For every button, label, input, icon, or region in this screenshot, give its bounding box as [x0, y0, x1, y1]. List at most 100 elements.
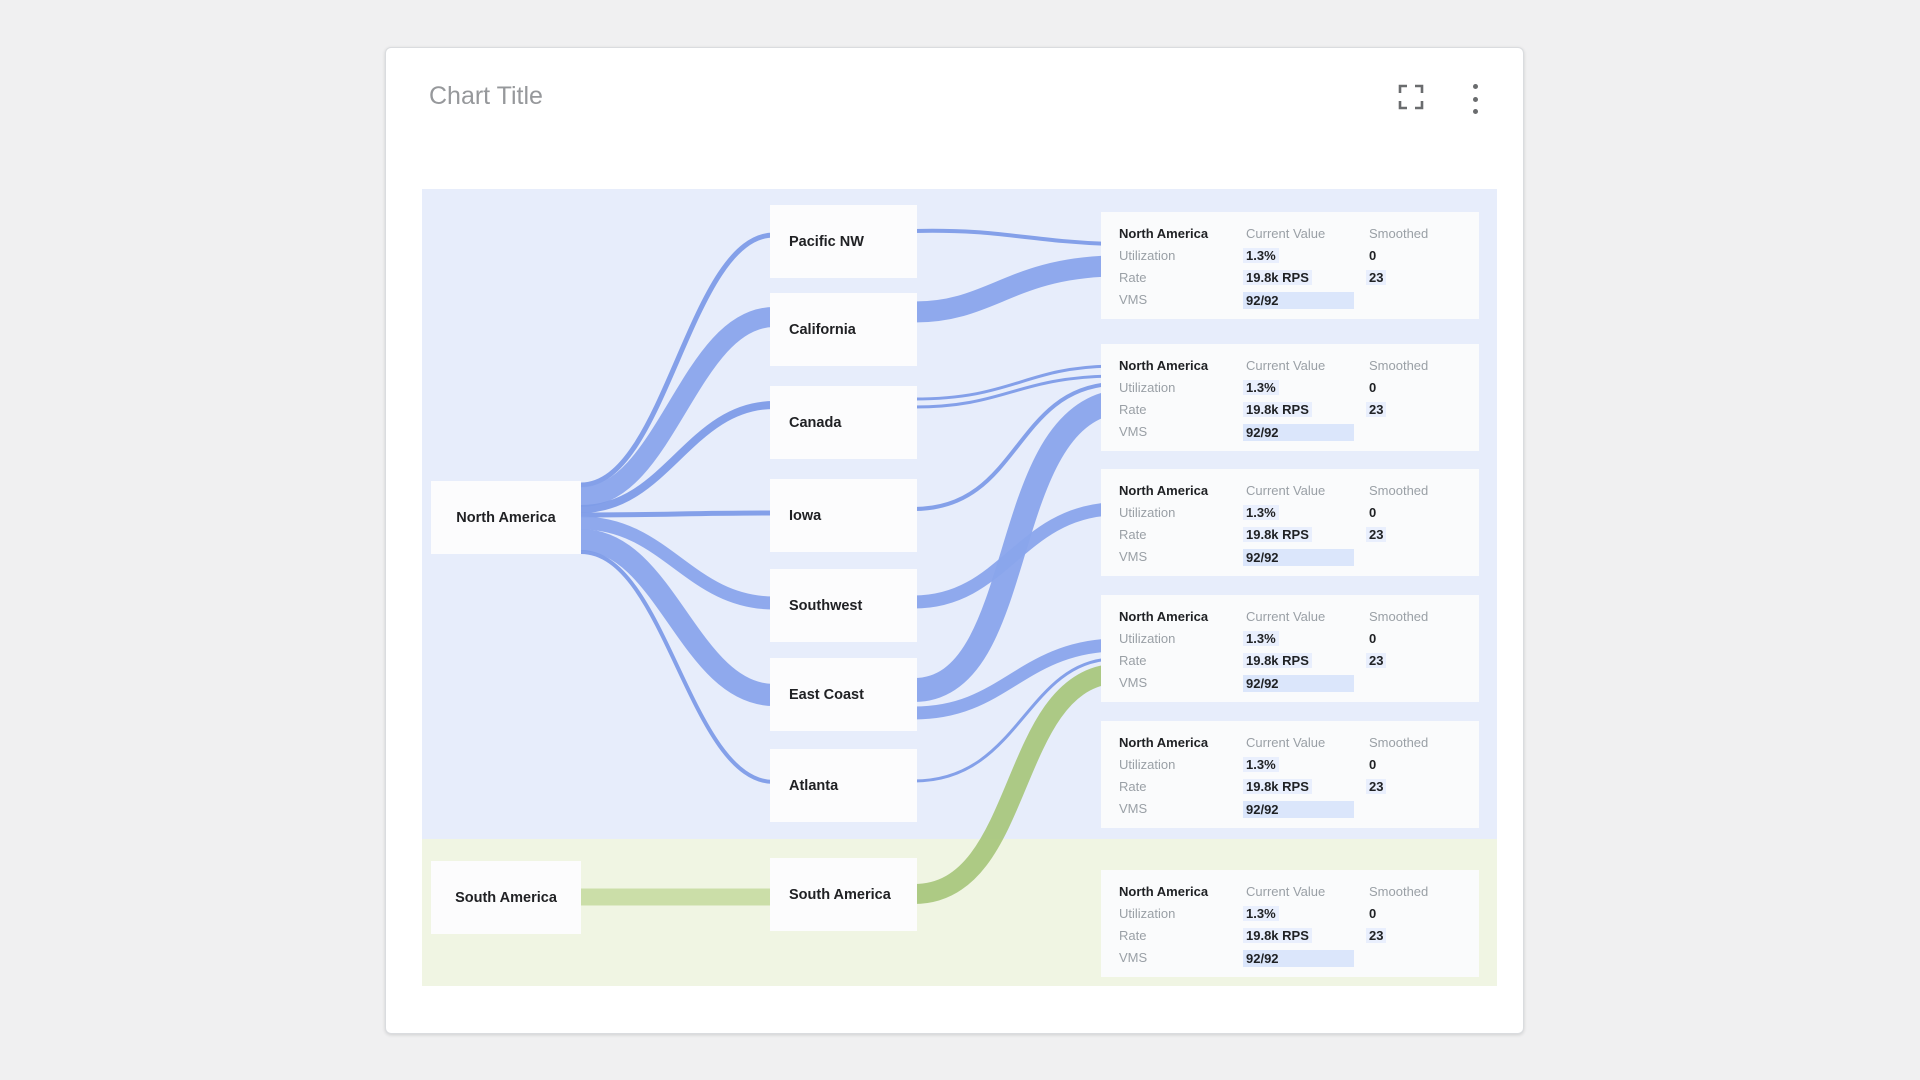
node-label: Iowa: [789, 507, 822, 524]
kebab-menu-icon[interactable]: [1464, 82, 1486, 116]
stat-card-col-current: Current Value: [1246, 884, 1326, 899]
node-label: Southwest: [789, 597, 863, 614]
node-label: North America: [456, 509, 556, 526]
metric-value: 92/92: [1243, 549, 1354, 566]
metric-smoothed: 23: [1366, 402, 1387, 417]
stat-card-title: North America: [1119, 884, 1209, 899]
metric-smoothed: 0: [1369, 757, 1377, 772]
metric-label: VMS: [1119, 292, 1148, 307]
metric-value: 19.8k RPS: [1243, 527, 1312, 542]
node-north-america[interactable]: North America: [431, 481, 581, 554]
metric-smoothed: 23: [1366, 270, 1387, 285]
chart-panel: Chart Title: [385, 47, 1524, 1034]
metric-value: 1.3%: [1243, 505, 1279, 520]
stat-card: North America Current Value Smoothed Uti…: [1101, 469, 1479, 576]
link-atlanta-card4: [913, 657, 1111, 783]
metric-label: Utilization: [1119, 380, 1176, 395]
metric-value: 19.8k RPS: [1243, 779, 1312, 794]
metric-label: Rate: [1119, 527, 1147, 542]
fullscreen-button[interactable]: [1394, 80, 1428, 114]
link-canada-card2-b: [913, 374, 1111, 409]
metric-value: 1.3%: [1243, 248, 1279, 263]
link-north-america-iowa: [580, 510, 775, 518]
stat-card-col-current: Current Value: [1246, 609, 1326, 624]
link-north-america-southwest: [580, 516, 775, 610]
link-california-card1: [913, 255, 1111, 323]
stat-card-col-current: Current Value: [1246, 226, 1326, 241]
metric-value: 1.3%: [1243, 906, 1279, 921]
metric-smoothed: 0: [1369, 248, 1377, 263]
metric-value: 92/92: [1243, 292, 1354, 309]
metric-smoothed: 23: [1366, 928, 1387, 943]
stat-card-col-smoothed: Smoothed: [1369, 226, 1429, 241]
metric-label: Utilization: [1119, 248, 1176, 263]
stat-card-title: North America: [1119, 735, 1209, 750]
metric-value: 19.8k RPS: [1243, 270, 1312, 285]
metric-value: 1.3%: [1243, 631, 1279, 646]
node-east-coast[interactable]: East Coast: [770, 658, 917, 731]
metric-label: VMS: [1119, 675, 1148, 690]
metric-label: Rate: [1119, 653, 1147, 668]
stat-card-col-current: Current Value: [1246, 358, 1326, 373]
metric-value: 19.8k RPS: [1243, 402, 1312, 417]
metric-smoothed: 23: [1366, 527, 1387, 542]
node-south-america[interactable]: South America: [431, 861, 581, 934]
stat-card-col-smoothed: Smoothed: [1369, 609, 1429, 624]
metric-label: VMS: [1119, 549, 1148, 564]
stat-card: North America Current Value Smoothed Uti…: [1101, 721, 1479, 828]
node-label: Canada: [789, 414, 842, 431]
node-california[interactable]: California: [770, 293, 917, 366]
stat-card-col-smoothed: Smoothed: [1369, 884, 1429, 899]
stat-card-title: North America: [1119, 483, 1209, 498]
metric-label: VMS: [1119, 801, 1148, 816]
fullscreen-icon: [1398, 84, 1424, 110]
metric-value: 92/92: [1243, 950, 1354, 967]
node-south-america[interactable]: South America: [770, 858, 917, 931]
node-label: California: [789, 321, 856, 338]
stat-card: North America Current Value Smoothed Uti…: [1101, 212, 1479, 319]
metric-label: Rate: [1119, 779, 1147, 794]
node-label: East Coast: [789, 686, 864, 703]
metric-label: Rate: [1119, 928, 1147, 943]
metric-smoothed: 0: [1369, 380, 1377, 395]
stat-card-title: North America: [1119, 226, 1209, 241]
node-southwest[interactable]: Southwest: [770, 569, 917, 642]
node-iowa[interactable]: Iowa: [770, 479, 917, 552]
node-label: Pacific NW: [789, 233, 864, 250]
stat-card: North America Current Value Smoothed Uti…: [1101, 595, 1479, 702]
stat-card-col-smoothed: Smoothed: [1369, 358, 1429, 373]
node-canada[interactable]: Canada: [770, 386, 917, 459]
stat-card-col-current: Current Value: [1246, 483, 1326, 498]
stat-card-col-smoothed: Smoothed: [1369, 483, 1429, 498]
metric-label: VMS: [1119, 950, 1148, 965]
metric-value: 1.3%: [1243, 757, 1279, 772]
node-pacific-nw[interactable]: Pacific NW: [770, 205, 917, 278]
stat-card: North America Current Value Smoothed Uti…: [1101, 344, 1479, 451]
metric-smoothed: 23: [1366, 779, 1387, 794]
metric-smoothed: 0: [1369, 631, 1377, 646]
stat-card: North America Current Value Smoothed Uti…: [1101, 870, 1479, 977]
metric-label: VMS: [1119, 424, 1148, 439]
metric-label: Utilization: [1119, 505, 1176, 520]
panel-title: Chart Title: [429, 82, 543, 110]
link-south-america-card4: [913, 664, 1112, 904]
metric-value: 92/92: [1243, 675, 1354, 692]
link-north-america-pacific-nw: [580, 232, 775, 488]
link-north-america-canada: [580, 401, 775, 513]
metric-value: 1.3%: [1243, 380, 1279, 395]
metric-smoothed: 0: [1369, 906, 1377, 921]
node-label: Atlanta: [789, 777, 839, 794]
metric-smoothed: 23: [1366, 653, 1387, 668]
metric-label: Rate: [1119, 270, 1147, 285]
node-atlanta[interactable]: Atlanta: [770, 749, 917, 822]
stat-card-title: North America: [1119, 609, 1209, 624]
stat-card-col-smoothed: Smoothed: [1369, 735, 1429, 750]
metric-value: 19.8k RPS: [1243, 653, 1312, 668]
stat-card-col-current: Current Value: [1246, 735, 1326, 750]
metric-label: Utilization: [1119, 757, 1176, 772]
metric-label: Utilization: [1119, 906, 1176, 921]
metric-smoothed: 0: [1369, 505, 1377, 520]
node-label: South America: [789, 886, 891, 903]
metric-value: 92/92: [1243, 801, 1354, 818]
